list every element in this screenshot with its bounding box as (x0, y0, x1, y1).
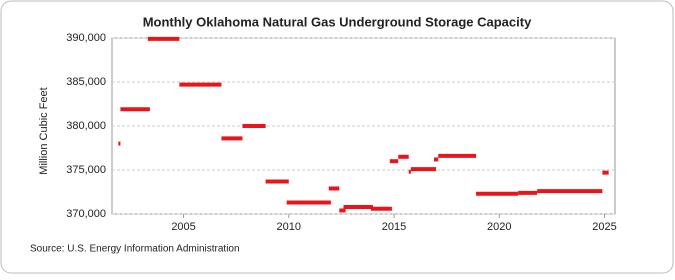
x-tick-label: 2010 (277, 221, 301, 233)
y-tick-label: 390,000 (66, 32, 106, 44)
chart-title: Monthly Oklahoma Natural Gas Underground… (143, 14, 532, 29)
y-tick-label: 380,000 (66, 120, 106, 132)
chart-border (0, 0, 674, 274)
y-tick-label: 370,000 (66, 208, 106, 220)
y-axis-label: Million Cubic Feet (38, 87, 50, 174)
x-tick-label: 2020 (487, 221, 511, 233)
x-tick-label: 2025 (592, 221, 616, 233)
x-tick-label: 2005 (171, 221, 195, 233)
x-tick-label: 2015 (382, 221, 406, 233)
y-tick-label: 375,000 (66, 164, 106, 176)
source-note: Source: U.S. Energy Information Administ… (30, 244, 240, 255)
y-tick-label: 385,000 (66, 76, 106, 88)
